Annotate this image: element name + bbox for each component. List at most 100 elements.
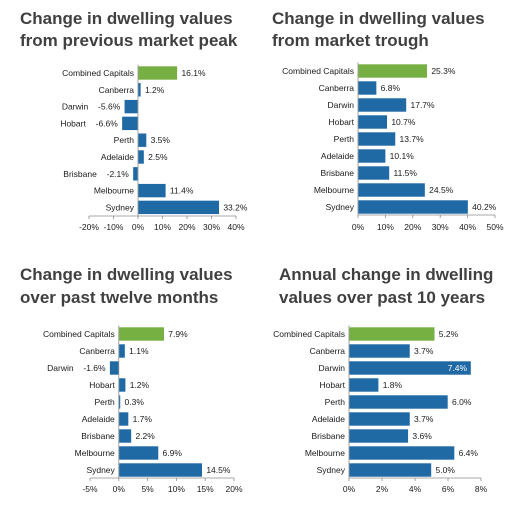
x-tick-label: -20% <box>79 222 99 232</box>
category-label: Perth <box>94 397 115 407</box>
category-label: Adelaide <box>321 151 354 161</box>
data-label: 7.4% <box>448 363 468 373</box>
data-label: 3.7% <box>414 346 434 356</box>
bar <box>118 445 159 461</box>
x-tick-label: 30% <box>203 222 220 232</box>
chart-title-line: from market trough <box>272 31 429 50</box>
bar <box>348 428 409 444</box>
x-tick-label: 0% <box>343 484 356 494</box>
x-tick-label: 30% <box>432 222 449 232</box>
bar <box>137 132 147 148</box>
data-label: 14.5% <box>206 465 231 475</box>
category-label: Hobart <box>89 380 115 390</box>
data-label: 1.2% <box>145 85 165 95</box>
category-label: Melbourne <box>94 186 134 196</box>
bar <box>357 63 428 79</box>
category-label: Melbourne <box>75 448 115 458</box>
chart-title-line: Change in dwelling values <box>272 9 485 28</box>
x-tick-label: 10% <box>377 222 394 232</box>
data-label: 6.0% <box>452 397 472 407</box>
category-label: Sydney <box>106 202 135 212</box>
data-label: -6.6% <box>96 118 119 128</box>
bar <box>357 131 396 147</box>
bar <box>348 445 455 461</box>
category-label: Sydney <box>317 465 346 475</box>
x-tick-label: 5% <box>141 484 154 494</box>
data-label: 5.2% <box>439 329 459 339</box>
x-tick-label: 15% <box>197 484 214 494</box>
bar <box>357 199 469 215</box>
data-label: 11.4% <box>170 186 194 196</box>
x-tick-label: 0% <box>132 222 145 232</box>
category-label: Combined Capitals <box>282 66 354 76</box>
data-label: -2.1% <box>107 169 130 179</box>
data-label: 3.5% <box>151 135 171 145</box>
chart-ten-years: Annual change in dwelling values over pas… <box>273 265 493 494</box>
chart-title-line: Change in dwelling values <box>20 265 233 284</box>
x-tick-label: 4% <box>409 484 422 494</box>
bar <box>357 114 388 130</box>
x-tick-label: 40% <box>459 222 476 232</box>
data-label: 5.0% <box>436 465 456 475</box>
category-label: Darwin <box>328 100 355 110</box>
x-tick-label: 10% <box>168 484 185 494</box>
category-label: Melbourne <box>305 448 345 458</box>
category-label: Melbourne <box>314 185 354 195</box>
category-label: Brisbane <box>311 431 345 441</box>
bar <box>118 343 126 359</box>
category-label: Canberra <box>99 85 135 95</box>
data-label: 7.9% <box>168 329 188 339</box>
data-label: 16.1% <box>181 68 206 78</box>
data-label: 40.2% <box>472 202 497 212</box>
x-tick-label: -5% <box>82 484 98 494</box>
chart-title-line: from previous market peak <box>20 31 238 50</box>
bar <box>132 166 139 182</box>
category-label: Brisbane <box>81 431 115 441</box>
bar <box>137 82 142 98</box>
data-label: 25.3% <box>431 66 456 76</box>
bar <box>118 428 132 444</box>
bar <box>348 394 449 410</box>
chart-title-line: over past twelve months <box>20 288 218 307</box>
category-label: Sydney <box>326 202 355 212</box>
x-tick-label: 40% <box>227 222 244 232</box>
bar <box>123 99 139 114</box>
category-label: Canberra <box>79 346 115 356</box>
category-label: Brisbane <box>63 169 97 179</box>
bar <box>357 97 407 113</box>
bar <box>357 148 386 164</box>
chart-twelve-months: Change in dwelling values over past twelv… <box>20 265 243 494</box>
category-label: Darwin <box>319 363 346 373</box>
bar <box>348 377 380 393</box>
data-label: 33.2% <box>223 202 248 212</box>
x-tick-label: 8% <box>475 484 488 494</box>
category-label: Perth <box>325 397 346 407</box>
bar <box>348 411 411 427</box>
x-tick-label: 10% <box>154 222 171 232</box>
category-label: Canberra <box>319 83 355 93</box>
x-tick-label: 20% <box>404 222 421 232</box>
chart-trough: Change in dwelling values from market tro… <box>272 9 504 232</box>
category-label: Adelaide <box>312 414 345 424</box>
chart-title-line: Change in dwelling values <box>20 9 233 28</box>
category-label: Perth <box>334 134 355 144</box>
bar <box>357 80 377 96</box>
data-label: 6.4% <box>459 448 479 458</box>
data-label: -5.6% <box>98 102 121 112</box>
bar <box>348 462 432 478</box>
category-label: Hobart <box>60 118 86 128</box>
data-label: 24.5% <box>429 185 454 195</box>
data-label: 11.5% <box>394 168 418 178</box>
x-tick-label: 6% <box>442 484 455 494</box>
bar <box>118 377 127 393</box>
x-tick-label: -10% <box>104 222 124 232</box>
bar <box>137 65 178 81</box>
data-label: 1.8% <box>383 380 403 390</box>
chart-peak: Change in dwelling values from previous m… <box>20 9 248 232</box>
data-label: 6.9% <box>163 448 183 458</box>
category-label: Canberra <box>310 346 346 356</box>
bar <box>118 462 203 478</box>
category-label: Perth <box>114 135 135 145</box>
x-tick-label: 20% <box>178 222 195 232</box>
bar <box>118 411 129 427</box>
